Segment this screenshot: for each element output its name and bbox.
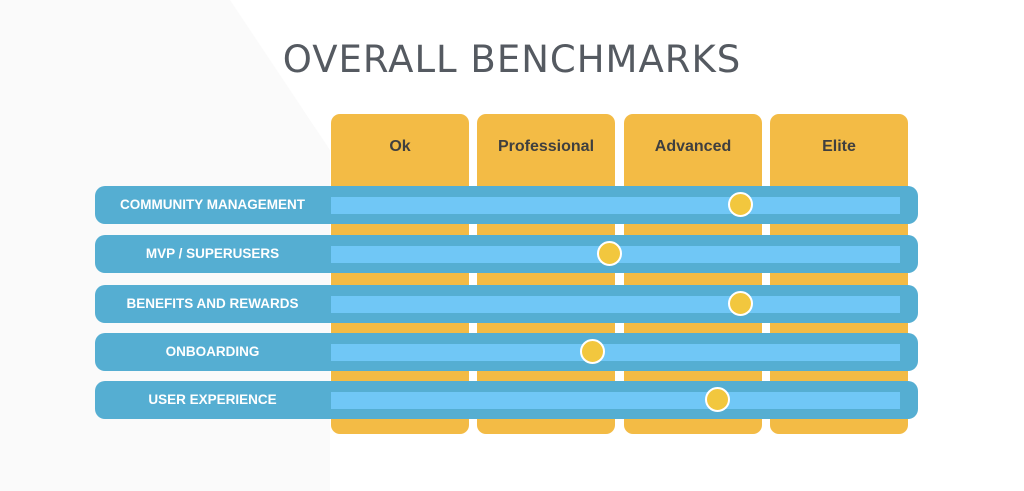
level-label-ok: Ok	[389, 138, 411, 155]
level-label-elite: Elite	[822, 138, 856, 155]
row-label: MVP / SUPERUSERS	[145, 246, 280, 261]
level-column-professional: Professional	[477, 114, 615, 434]
benchmark-row-benefits-and-rewards: BENEFITS AND REWARDS	[95, 285, 918, 323]
benchmark-row-user-experience: USER EXPERIENCE	[95, 381, 918, 419]
row-label: USER EXPERIENCE	[148, 392, 277, 407]
level-column-elite: Elite	[770, 114, 908, 434]
level-label-advanced: Advanced	[654, 138, 732, 155]
benchmark-row-onboarding: ONBOARDING	[95, 333, 918, 371]
level-marker	[596, 241, 622, 266]
level-track	[331, 392, 900, 409]
level-marker	[727, 291, 753, 316]
row-label: COMMUNITY MANAGEMENT	[120, 197, 305, 212]
level-column-ok: Ok	[331, 114, 469, 434]
level-label-professional: Professional	[497, 138, 595, 155]
row-label: ONBOARDING	[165, 344, 260, 359]
level-marker	[704, 387, 730, 412]
level-track	[331, 344, 900, 361]
level-track	[331, 296, 900, 313]
level-column-advanced: Advanced	[624, 114, 762, 434]
level-marker	[727, 192, 753, 217]
level-track	[331, 197, 900, 214]
page-title: OVERALL BENCHMARKS	[282, 38, 742, 81]
benchmark-row-community-management: COMMUNITY MANAGEMENT	[95, 186, 918, 224]
level-marker	[579, 339, 605, 364]
benchmark-row-mvp-superusers: MVP / SUPERUSERS	[95, 235, 918, 273]
row-label: BENEFITS AND REWARDS	[126, 296, 299, 311]
